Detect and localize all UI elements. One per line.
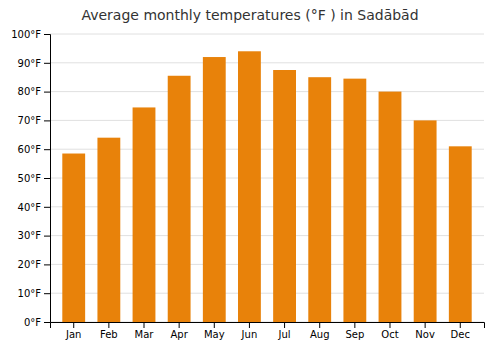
tick-label: Sep <box>345 329 364 340</box>
tick-label: Jul <box>278 329 291 340</box>
axis-domain <box>44 35 51 323</box>
tick-mark <box>44 149 50 150</box>
tick: 60°F <box>18 144 50 155</box>
tick-mark <box>319 322 320 328</box>
tick: 10°F <box>18 288 50 299</box>
tick: Nov <box>415 322 435 340</box>
tick-label: Jun <box>241 329 258 340</box>
bars <box>62 51 471 322</box>
tick-label: 60°F <box>18 144 42 155</box>
tick-mark <box>44 207 50 208</box>
bar <box>449 146 472 322</box>
tick: May <box>204 322 225 340</box>
tick: Dec <box>451 322 470 340</box>
tick-mark <box>44 34 50 35</box>
tick-label: 0°F <box>24 317 41 328</box>
bar <box>414 120 437 322</box>
grid-line <box>50 62 484 63</box>
chart: Average monthly temperatures (°F ) in Sa… <box>0 0 500 350</box>
bar <box>343 79 366 322</box>
bar <box>168 76 191 322</box>
tick: Feb <box>100 322 118 340</box>
tick: Oct <box>381 322 398 340</box>
bar <box>238 51 261 322</box>
tick-mark <box>389 322 390 328</box>
tick: 70°F <box>18 115 50 126</box>
tick-mark <box>460 322 461 328</box>
tick-label: May <box>204 329 225 340</box>
chart-title: Average monthly temperatures (°F ) in Sa… <box>81 7 418 23</box>
tick-label: Nov <box>415 329 435 340</box>
tick-mark <box>44 92 50 93</box>
tick: Apr <box>170 322 188 340</box>
tick: Jan <box>65 322 81 340</box>
tick-label: Aug <box>310 329 330 340</box>
tick: Aug <box>310 322 330 340</box>
tick-label: 80°F <box>18 86 42 97</box>
tick-label: 70°F <box>18 115 42 126</box>
axis-domain <box>51 323 485 329</box>
tick-mark <box>108 322 109 328</box>
tick-label: Dec <box>451 329 470 340</box>
grid-line <box>50 91 484 92</box>
tick: 20°F <box>18 259 50 270</box>
tick-mark <box>179 322 180 328</box>
tick-label: Jan <box>65 329 81 340</box>
tick-mark <box>73 322 74 328</box>
tick-label: 10°F <box>18 288 42 299</box>
grid-line <box>50 34 484 35</box>
tick: Sep <box>345 322 364 340</box>
bar <box>203 57 226 322</box>
tick: 80°F <box>18 86 50 97</box>
tick: 30°F <box>18 230 50 241</box>
tick-label: 50°F <box>18 173 42 184</box>
tick-label: Oct <box>381 329 398 340</box>
tick: 40°F <box>18 202 50 213</box>
tick-mark <box>44 322 50 323</box>
tick-mark <box>354 322 355 328</box>
tick: Jun <box>241 322 258 340</box>
tick-mark <box>44 236 50 237</box>
bar <box>133 107 156 322</box>
tick-mark <box>284 322 285 328</box>
tick: 0°F <box>24 317 50 328</box>
tick-mark <box>44 178 50 179</box>
bar <box>62 154 85 322</box>
tick: Jul <box>278 322 291 340</box>
tick: 50°F <box>18 173 50 184</box>
bar <box>379 92 402 322</box>
tick-label: 20°F <box>18 259 42 270</box>
tick-mark <box>44 293 50 294</box>
tick-mark <box>144 322 145 328</box>
tick: 90°F <box>18 58 50 69</box>
tick-mark <box>425 322 426 328</box>
tick-mark <box>214 322 215 328</box>
bar <box>97 138 120 322</box>
tick: 100°F <box>11 29 50 40</box>
bar <box>273 70 296 322</box>
tick: Mar <box>135 322 155 340</box>
tick-label: Mar <box>135 329 155 340</box>
tick-mark <box>249 322 250 328</box>
tick-label: Apr <box>170 329 188 340</box>
tick-label: 40°F <box>18 202 42 213</box>
tick-label: 100°F <box>11 29 41 40</box>
grid <box>50 34 484 322</box>
bar <box>308 77 331 322</box>
y-axis: 0°F 10°F 20°F 30°F 40°F 50°F 60°F 70°F 80°F 90°F 1… <box>11 29 50 328</box>
tick-label: 30°F <box>18 230 42 241</box>
tick-label: 90°F <box>18 58 42 69</box>
tick-mark <box>44 264 50 265</box>
x-axis: Jan Feb Mar Apr May Jun Jul Aug Sep Oct Nov Dec <box>51 322 485 340</box>
plot: 0°F 10°F 20°F 30°F 40°F 50°F 60°F 70°F 80°F 90°F 1… <box>11 29 484 340</box>
tick-mark <box>44 120 50 121</box>
tick-mark <box>44 63 50 64</box>
tick-label: Feb <box>100 329 118 340</box>
